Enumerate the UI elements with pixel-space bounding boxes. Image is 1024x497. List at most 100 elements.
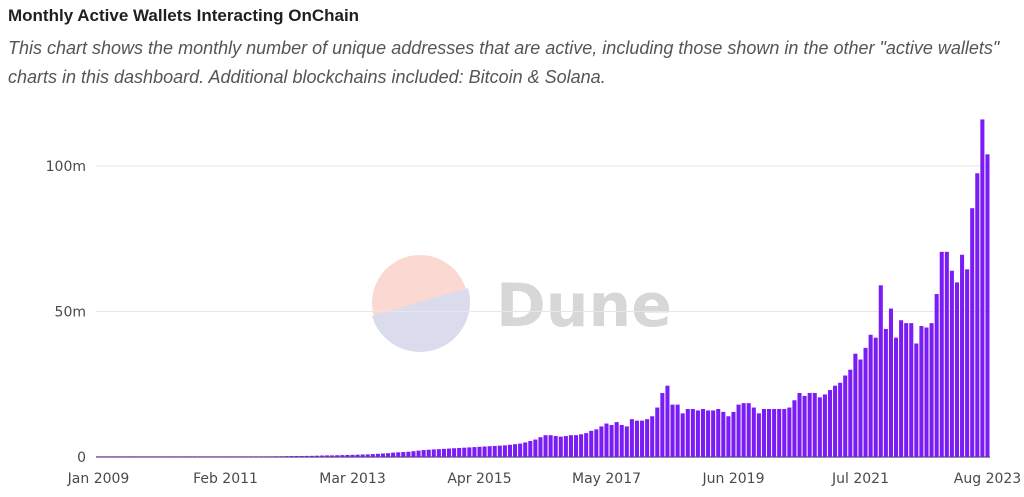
bar[interactable]: [492, 445, 497, 457]
bar[interactable]: [634, 420, 639, 458]
bar[interactable]: [645, 419, 650, 457]
bar[interactable]: [822, 394, 827, 457]
bar[interactable]: [934, 294, 939, 457]
bar[interactable]: [401, 452, 406, 457]
bar[interactable]: [629, 419, 634, 457]
bar[interactable]: [172, 456, 177, 457]
bar[interactable]: [802, 395, 807, 457]
bar[interactable]: [919, 326, 924, 457]
bar[interactable]: [751, 407, 756, 457]
bar[interactable]: [533, 439, 538, 457]
bar[interactable]: [284, 456, 289, 457]
bar[interactable]: [543, 435, 548, 457]
bar[interactable]: [462, 447, 467, 457]
bar[interactable]: [954, 282, 960, 457]
bar[interactable]: [848, 369, 853, 457]
bar[interactable]: [106, 456, 111, 457]
bar[interactable]: [772, 408, 777, 458]
bar[interactable]: [904, 323, 909, 457]
bar[interactable]: [863, 347, 868, 458]
bar[interactable]: [721, 411, 726, 457]
bar[interactable]: [650, 416, 655, 457]
bar[interactable]: [411, 451, 416, 457]
bar[interactable]: [970, 208, 975, 457]
bar[interactable]: [330, 455, 335, 457]
bar[interactable]: [152, 456, 157, 457]
bar[interactable]: [965, 269, 970, 457]
bar[interactable]: [807, 392, 812, 457]
bar[interactable]: [985, 154, 990, 458]
bar[interactable]: [370, 454, 375, 457]
bar[interactable]: [223, 456, 228, 457]
bar[interactable]: [980, 119, 985, 457]
bar[interactable]: [782, 408, 787, 458]
bar[interactable]: [746, 403, 751, 458]
bar[interactable]: [726, 416, 731, 457]
bar[interactable]: [523, 442, 528, 457]
bar[interactable]: [314, 455, 319, 457]
bar[interactable]: [355, 454, 360, 457]
bar[interactable]: [558, 436, 563, 457]
bar[interactable]: [279, 456, 284, 457]
bar[interactable]: [182, 456, 187, 457]
bar[interactable]: [441, 448, 446, 457]
bar[interactable]: [538, 437, 543, 457]
bar[interactable]: [482, 446, 487, 457]
bar[interactable]: [289, 456, 294, 457]
bar[interactable]: [467, 447, 472, 457]
bar[interactable]: [116, 456, 121, 457]
bar[interactable]: [436, 449, 441, 457]
bar[interactable]: [624, 426, 629, 457]
bar[interactable]: [406, 451, 411, 457]
bar[interactable]: [843, 375, 848, 457]
bar[interactable]: [939, 251, 944, 457]
bar[interactable]: [218, 456, 223, 457]
bar[interactable]: [655, 407, 660, 457]
bar[interactable]: [960, 254, 965, 457]
bar[interactable]: [243, 456, 248, 457]
bar[interactable]: [868, 334, 873, 457]
bar[interactable]: [528, 441, 533, 457]
bar[interactable]: [761, 408, 766, 458]
bar[interactable]: [426, 449, 431, 458]
bar[interactable]: [767, 408, 772, 458]
bar[interactable]: [497, 445, 502, 457]
bar[interactable]: [111, 456, 116, 457]
bar[interactable]: [507, 444, 513, 457]
bar[interactable]: [452, 448, 457, 457]
bar[interactable]: [975, 173, 980, 457]
bar[interactable]: [259, 456, 264, 457]
bar[interactable]: [365, 454, 370, 457]
bar[interactable]: [233, 456, 238, 457]
bar[interactable]: [502, 445, 507, 457]
bar[interactable]: [731, 411, 736, 457]
bar[interactable]: [812, 392, 817, 457]
bar[interactable]: [320, 455, 325, 458]
bar[interactable]: [909, 323, 914, 457]
bar[interactable]: [416, 450, 421, 457]
bar[interactable]: [899, 320, 904, 457]
bar[interactable]: [274, 456, 279, 457]
bar[interactable]: [563, 436, 568, 457]
bar[interactable]: [665, 385, 670, 457]
bar[interactable]: [248, 456, 253, 457]
bar[interactable]: [706, 410, 711, 457]
bar[interactable]: [833, 385, 838, 457]
bar[interactable]: [853, 353, 858, 457]
bar[interactable]: [457, 447, 462, 457]
bar[interactable]: [888, 308, 893, 457]
bar[interactable]: [690, 408, 695, 458]
bar[interactable]: [162, 456, 167, 457]
bar[interactable]: [350, 454, 355, 457]
bar[interactable]: [949, 270, 954, 457]
bar[interactable]: [792, 400, 797, 457]
bar[interactable]: [609, 424, 614, 457]
bar[interactable]: [198, 456, 203, 457]
bar[interactable]: [137, 456, 142, 457]
bar[interactable]: [584, 433, 589, 457]
bar[interactable]: [187, 456, 192, 457]
bar[interactable]: [101, 456, 106, 457]
bar[interactable]: [700, 408, 706, 458]
bar[interactable]: [208, 456, 213, 457]
bar[interactable]: [817, 397, 822, 457]
